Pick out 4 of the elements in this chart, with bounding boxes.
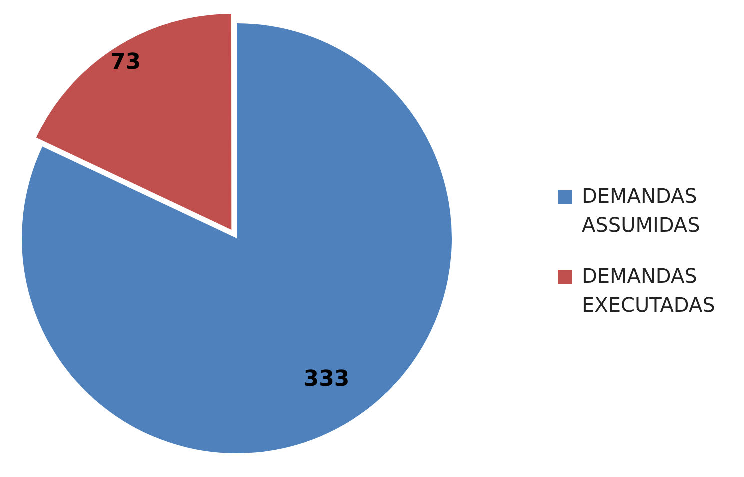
- data-label: 73: [110, 50, 142, 75]
- legend-label: DEMANDAS ASSUMIDAS: [582, 183, 702, 239]
- legend-label: DEMANDAS EXECUTADAS: [582, 263, 716, 319]
- data-label: 333: [304, 366, 350, 392]
